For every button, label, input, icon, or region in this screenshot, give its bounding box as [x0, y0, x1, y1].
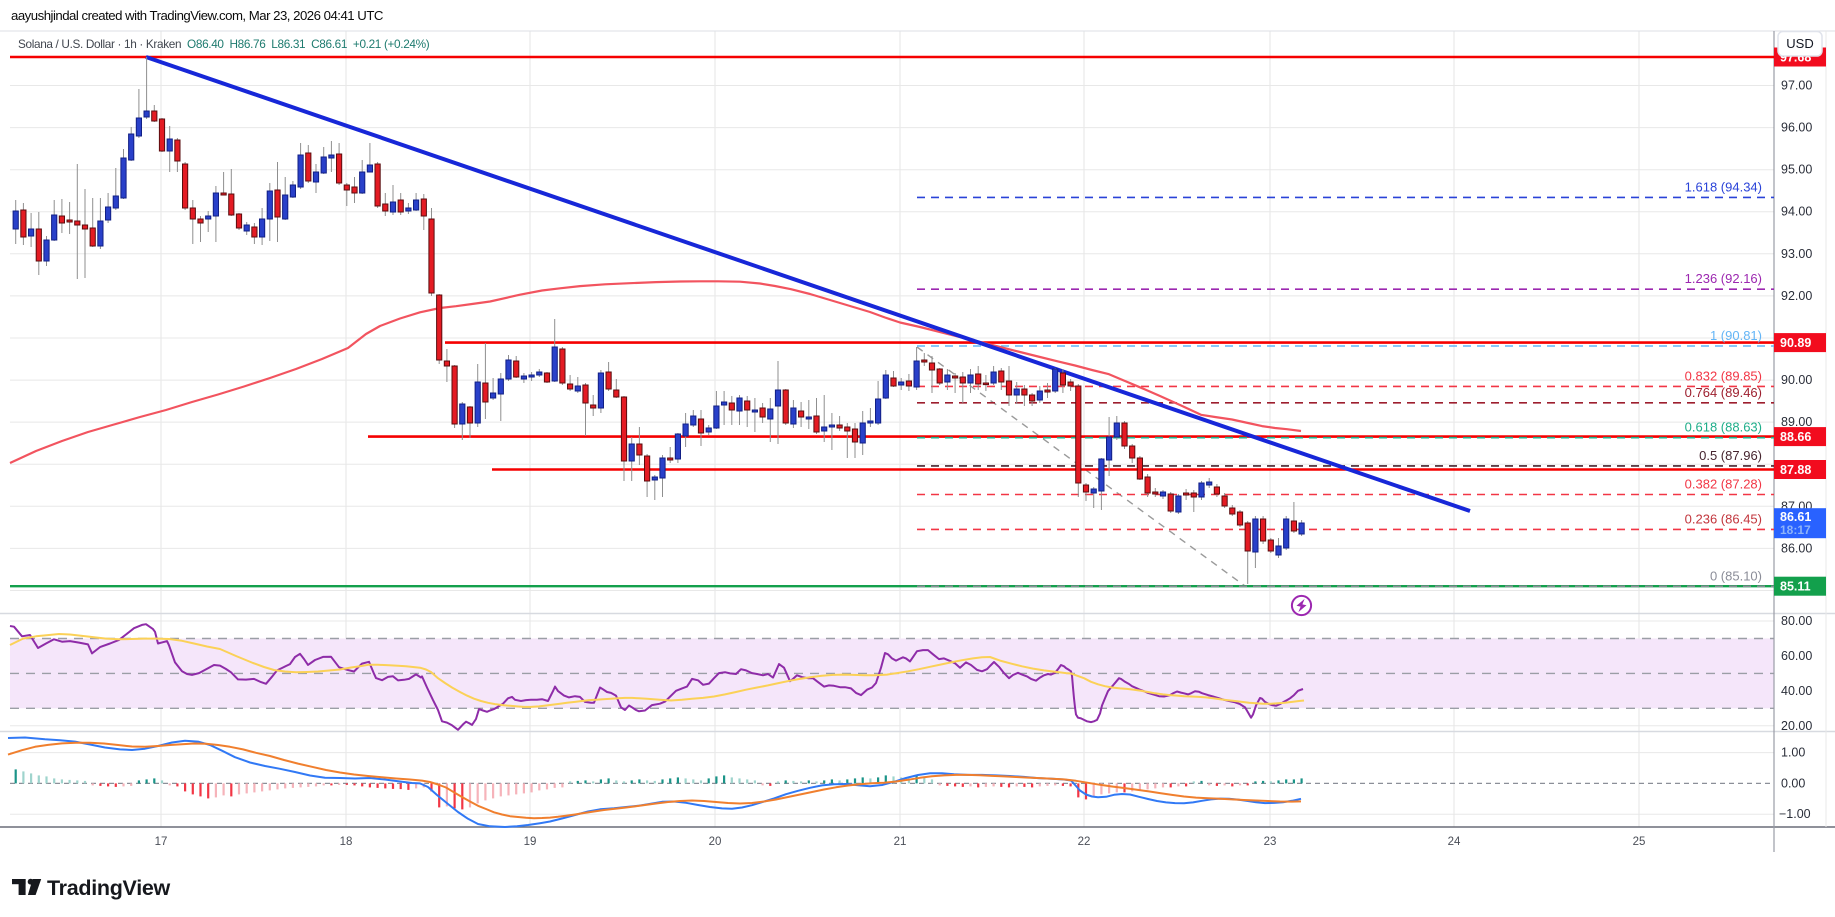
svg-text:96.00: 96.00	[1781, 121, 1812, 135]
svg-text:18: 18	[340, 836, 353, 848]
svg-text:0 (85.10): 0 (85.10)	[1710, 568, 1762, 583]
svg-text:17: 17	[155, 836, 168, 848]
svg-text:90.00: 90.00	[1781, 373, 1812, 387]
svg-text:93.00: 93.00	[1781, 247, 1812, 261]
svg-text:0.00: 0.00	[1781, 776, 1805, 790]
svg-text:1 (90.81): 1 (90.81)	[1710, 328, 1762, 343]
svg-text:85.11: 85.11	[1780, 580, 1811, 594]
svg-text:60.00: 60.00	[1781, 649, 1812, 663]
svg-text:0.832 (89.85): 0.832 (89.85)	[1685, 368, 1762, 383]
svg-text:0.382 (87.28): 0.382 (87.28)	[1685, 477, 1762, 492]
svg-text:1.236 (92.16): 1.236 (92.16)	[1685, 271, 1762, 286]
svg-text:−1.00: −1.00	[1779, 807, 1811, 821]
svg-text:97.00: 97.00	[1781, 79, 1812, 93]
svg-text:0.618 (88.63): 0.618 (88.63)	[1685, 420, 1762, 435]
svg-text:TradingView: TradingView	[47, 876, 171, 900]
svg-text:0.236 (86.45): 0.236 (86.45)	[1685, 511, 1762, 526]
svg-text:86.61: 86.61	[1780, 510, 1811, 524]
svg-text:40.00: 40.00	[1781, 684, 1812, 698]
svg-text:25: 25	[1633, 836, 1646, 848]
svg-text:88.66: 88.66	[1780, 430, 1811, 444]
svg-text:23: 23	[1264, 836, 1277, 848]
svg-text:USD: USD	[1786, 36, 1813, 51]
svg-text:20: 20	[709, 836, 722, 848]
svg-text:18:17: 18:17	[1780, 523, 1811, 537]
svg-text:0.764 (89.46): 0.764 (89.46)	[1685, 385, 1762, 400]
svg-text:89.00: 89.00	[1781, 415, 1812, 429]
svg-text:20.00: 20.00	[1781, 719, 1812, 733]
svg-text:24: 24	[1448, 836, 1461, 848]
svg-text:95.00: 95.00	[1781, 163, 1812, 177]
svg-text:86.00: 86.00	[1781, 541, 1812, 555]
svg-text:87.88: 87.88	[1780, 463, 1811, 477]
svg-text:19: 19	[524, 836, 537, 848]
svg-text:21: 21	[894, 836, 907, 848]
svg-text:22: 22	[1078, 836, 1091, 848]
svg-text:80.00: 80.00	[1781, 614, 1812, 628]
svg-text:1.00: 1.00	[1781, 746, 1805, 760]
svg-text:94.00: 94.00	[1781, 205, 1812, 219]
svg-text:aayushjindal created with Trad: aayushjindal created with TradingView.co…	[11, 8, 384, 23]
svg-text:92.00: 92.00	[1781, 289, 1812, 303]
svg-text:1.618 (94.34): 1.618 (94.34)	[1685, 179, 1762, 194]
svg-text:0.5 (87.96): 0.5 (87.96)	[1699, 448, 1762, 463]
svg-text:90.89: 90.89	[1780, 336, 1811, 350]
svg-text:Solana / U.S. Dollar · 1h · Kr: Solana / U.S. Dollar · 1h · Kraken O86.4…	[18, 37, 430, 51]
